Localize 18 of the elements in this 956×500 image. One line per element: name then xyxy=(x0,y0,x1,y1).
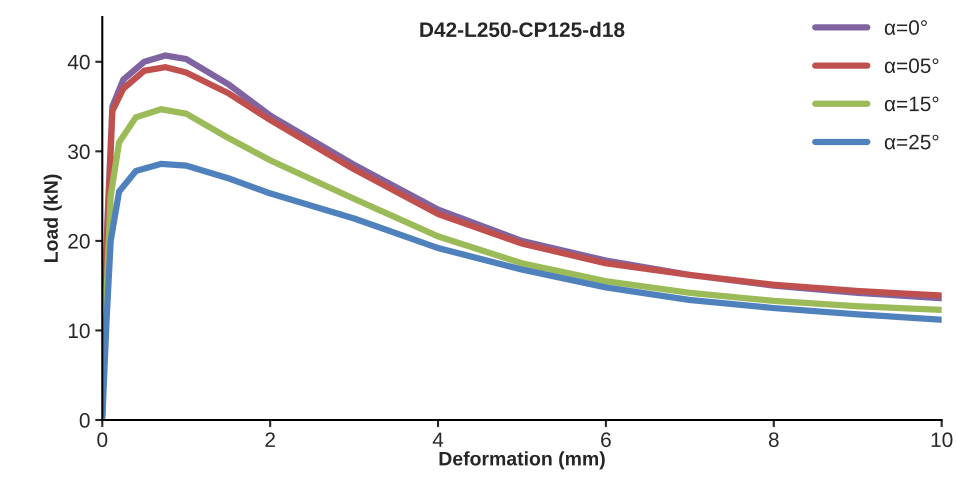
legend-label: α=05° xyxy=(884,58,938,74)
chart-title: D42-L250-CP125-d18 xyxy=(420,22,624,38)
y-tick-label: 0 xyxy=(80,413,90,428)
x-tick-label: 2 xyxy=(265,432,275,447)
x-axis-title: Deformation (mm) xyxy=(440,451,605,470)
y-tick-label: 10 xyxy=(68,323,90,338)
x-tick-label: 4 xyxy=(432,432,444,447)
y-tick-label: 40 xyxy=(68,54,90,70)
y-tick-label: 20 xyxy=(68,234,90,249)
y-axis-title: Load (kN) xyxy=(44,174,62,262)
x-tick-label: 0 xyxy=(97,432,108,448)
y-tick-label: 30 xyxy=(68,144,90,160)
legend-label: α=0° xyxy=(884,20,927,35)
x-tick-label: 10 xyxy=(932,432,952,448)
legend-label: α=25° xyxy=(884,134,938,150)
legend-label: α=15° xyxy=(884,96,938,112)
x-tick-label: 8 xyxy=(768,432,779,448)
x-tick-label: 6 xyxy=(601,432,611,448)
